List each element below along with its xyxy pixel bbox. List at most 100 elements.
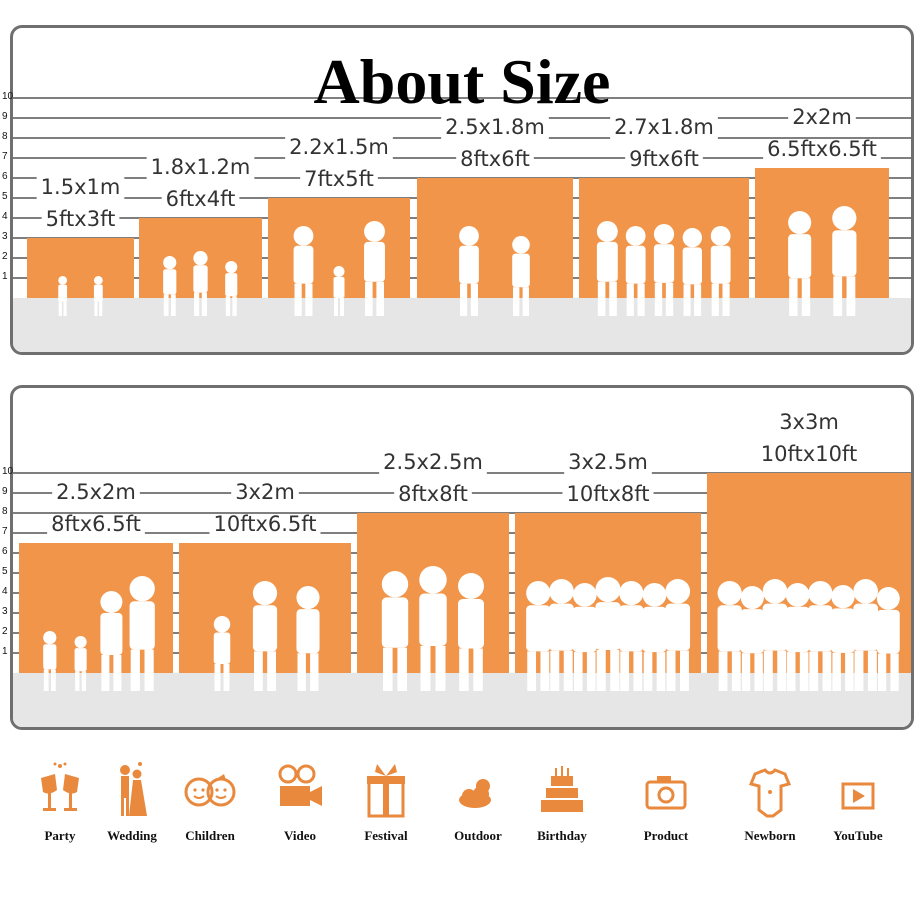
person-silhouette (595, 577, 621, 691)
scene-three-adults (381, 566, 484, 691)
baby-onesie-icon (748, 768, 792, 818)
scale-number: 2 (2, 251, 8, 262)
usage-label: Video (283, 828, 317, 843)
person-silhouette (853, 579, 878, 691)
size-metric-label: 2.5x1.8m (445, 115, 545, 139)
scale-number: 8 (2, 506, 8, 517)
person-silhouette (100, 591, 123, 691)
person-silhouette (717, 581, 742, 691)
usage-label: Festival (364, 828, 408, 843)
usage-label: YouTube (833, 828, 883, 843)
size-imperial-label: 10ftx10ft (761, 442, 857, 466)
person-silhouette (682, 228, 703, 316)
scale-number: 3 (2, 231, 8, 242)
scale-number: 4 (2, 211, 8, 222)
scale-number: 2 (2, 626, 8, 637)
size-metric-label: 1.5x1m (41, 175, 121, 199)
size-imperial-label: 5ftx3ft (46, 207, 116, 231)
person-silhouette (163, 256, 177, 316)
size-metric-label: 3x3m (779, 410, 839, 434)
person-silhouette (625, 226, 646, 316)
size-metric-label: 2.5x2.5m (383, 450, 483, 474)
size-chart-bottom: 2.5x2m 8ftx6.5ft 3x2m 10ftx6.5ft 2.5x2.5m 8ft… (13, 410, 911, 727)
usage-label: Birthday (537, 828, 587, 843)
scene-large-group (526, 577, 691, 691)
play-button-icon (841, 782, 875, 810)
scale-number: 8 (2, 131, 8, 142)
person-silhouette (459, 226, 479, 316)
person-silhouette (785, 583, 810, 691)
scene-friends-group (596, 221, 731, 316)
usage-label: Party (44, 828, 76, 843)
size-imperial-label: 6ftx4ft (166, 187, 236, 211)
size-imperial-label: 7ftx5ft (304, 167, 374, 191)
size-chart-top: 1.5x1m 5ftx3ft 1.8x1.2m 6ftx4ft 2.2x1.5m 7ftx… (13, 97, 911, 352)
person-silhouette (740, 586, 764, 691)
backdrop-6 (755, 168, 889, 298)
size-metric-label: 1.8x1.2m (151, 155, 251, 179)
scene-family-with-kids (43, 576, 155, 691)
person-silhouette (58, 276, 68, 316)
sun-cloud-icon (459, 779, 491, 808)
usage-product: Product (616, 760, 716, 844)
usage-youtube: YouTube (808, 760, 908, 844)
person-silhouette (213, 616, 231, 691)
usage-icons-row: Party Wedding Children (0, 760, 915, 910)
person-silhouette (710, 226, 731, 316)
person-silhouette (876, 587, 900, 691)
person-silhouette (512, 236, 530, 316)
person-silhouette (43, 631, 57, 691)
scene-wedding-couple (459, 226, 530, 316)
scene-parents-lifting-child (213, 581, 320, 691)
person-silhouette (129, 576, 155, 691)
person-silhouette (252, 581, 278, 691)
person-silhouette (419, 566, 447, 691)
usage-video: Video (250, 760, 350, 844)
person-silhouette (364, 221, 385, 316)
scale-number: 6 (2, 171, 8, 182)
size-imperial-label: 8ftx6ft (460, 147, 530, 171)
usage-label: Wedding (107, 828, 157, 843)
person-silhouette (619, 581, 644, 691)
person-silhouette (458, 573, 484, 691)
person-silhouette (808, 581, 833, 691)
scale-number: 1 (2, 271, 8, 282)
usage-label: Newborn (744, 828, 796, 843)
usage-festival: Festival (336, 760, 436, 844)
person-silhouette (653, 224, 675, 316)
person-silhouette (193, 251, 208, 316)
size-metric-label: 2.5x2m (56, 480, 136, 504)
size-imperial-label: 9ftx6ft (629, 147, 699, 171)
children-faces-icon (184, 774, 236, 807)
size-metric-label: 2x2m (792, 105, 852, 129)
scene-graduation (717, 579, 900, 691)
usage-wedding: Wedding (82, 760, 182, 844)
size-metric-label: 3x2m (235, 480, 295, 504)
person-silhouette (93, 276, 103, 316)
scale-number: 9 (2, 111, 8, 122)
scale-number: 3 (2, 606, 8, 617)
wedding-couple-icon (120, 762, 147, 816)
person-silhouette (642, 583, 667, 691)
page-title: About Size (313, 46, 611, 117)
person-silhouette (762, 579, 788, 691)
gift-box-icon (367, 764, 405, 818)
size-imperial-label: 8ftx6.5ft (51, 512, 141, 536)
person-silhouette (665, 579, 691, 691)
usage-label: Outdoor (454, 828, 502, 843)
person-silhouette (74, 636, 87, 691)
size-metric-label: 2.2x1.5m (289, 135, 389, 159)
person-silhouette (831, 585, 855, 691)
person-silhouette (296, 586, 320, 691)
person-silhouette (596, 221, 618, 316)
photo-camera-icon (645, 776, 687, 810)
scale-number: 9 (2, 486, 8, 497)
usage-party: Party (10, 760, 110, 844)
scene-family (293, 221, 385, 316)
scale-number: 4 (2, 586, 8, 597)
usage-birthday: Birthday (512, 760, 612, 844)
scale-number: 6 (2, 546, 8, 557)
size-imperial-label: 10ftx8ft (566, 482, 649, 506)
person-silhouette (549, 579, 574, 691)
scale-number: 10 (2, 466, 14, 477)
